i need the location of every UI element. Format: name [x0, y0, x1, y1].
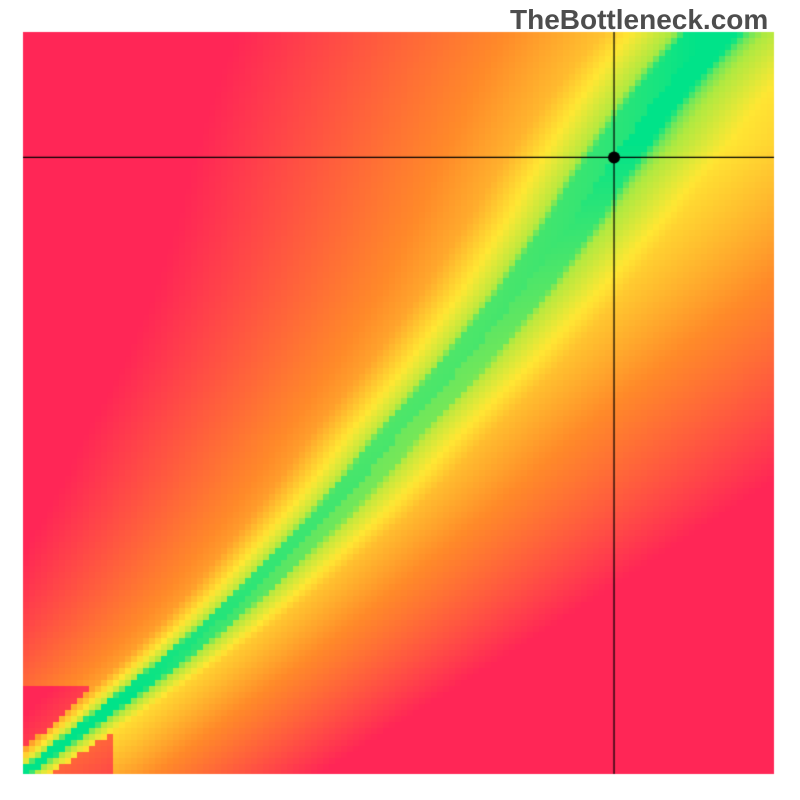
chart-container: TheBottleneck.com: [0, 0, 800, 800]
bottleneck-heatmap: [0, 0, 800, 800]
watermark-text: TheBottleneck.com: [510, 4, 768, 36]
